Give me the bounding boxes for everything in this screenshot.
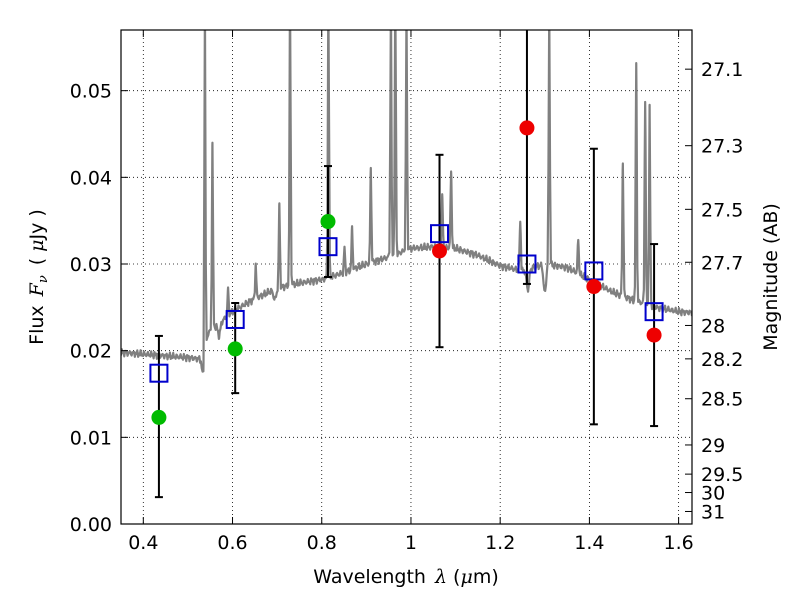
y-tick-label: 0.01 — [70, 427, 112, 449]
x-axis-label-unit-mu: μ — [460, 566, 472, 588]
y-tick-label: 0.02 — [70, 341, 112, 363]
y2-tick-label: 29.5 — [701, 464, 743, 486]
green-data-point — [151, 409, 167, 425]
y2-tick-label: 28.2 — [701, 349, 743, 371]
y-axis-label: Flux Fν ( μJy ) — [26, 209, 51, 345]
x-tick-label: 1.6 — [664, 532, 694, 554]
ticks-layer: 0.4 0.6 0.8 1 1.2 1.4 1.6 0.00 0.01 0.02 0.03 0.04 0… — [70, 30, 743, 554]
green-data-point — [320, 214, 336, 230]
x-tick-label: 0.6 — [217, 532, 247, 554]
x-tick-label: 1.2 — [485, 532, 515, 554]
y2-tick-label: 27.5 — [701, 199, 743, 221]
spectrum-layer — [121, 30, 692, 373]
x-tick-label: 1.4 — [574, 532, 604, 554]
y-tick-label: 0.03 — [70, 254, 112, 276]
y-tick-label: 0.05 — [70, 81, 112, 103]
y2-tick-label: 27.1 — [701, 59, 743, 81]
model-square-point — [318, 237, 338, 257]
labels-layer: Wavelength λ (μm) FluxFν(μJy ) Magnitude (… — [26, 203, 782, 588]
y2-tick-label: 29 — [701, 435, 725, 457]
y2-tick-label: 27.3 — [701, 136, 743, 158]
y-axis-label-unit-open: ( — [26, 258, 48, 265]
model-square-point — [517, 254, 537, 274]
y-axis-label-symbol: F — [26, 282, 48, 297]
red-data-point — [586, 279, 602, 295]
y-axis-label-unit-mu: μ — [26, 239, 48, 251]
x-axis-label-unit-open: ( — [453, 566, 460, 588]
x-tick-label: 1 — [405, 532, 417, 554]
red-data-point — [432, 243, 448, 259]
spectrum-line — [121, 30, 692, 373]
y2-tick-label: 28 — [701, 315, 725, 337]
red-data-point — [519, 120, 535, 136]
model-square-point — [430, 224, 450, 244]
y-tick-label: 0.00 — [70, 514, 112, 536]
y-axis-label-subscript: ν — [36, 275, 51, 283]
y2-tick-label: 30 — [701, 483, 725, 505]
x-axis-label-text: Wavelength — [313, 566, 426, 588]
model-square-point — [149, 363, 169, 383]
model-square-point — [644, 302, 664, 322]
y2-tick-label: 31 — [701, 501, 725, 523]
y-axis-label-text: Flux — [26, 305, 48, 345]
x-axis-label-symbol: λ — [434, 566, 447, 588]
x-tick-label: 0.4 — [128, 532, 158, 554]
plot-frame — [120, 29, 693, 525]
x-axis-label: Wavelength λ (μm) — [313, 566, 498, 588]
y-tick-label: 0.04 — [70, 167, 112, 189]
model-square-point — [225, 309, 245, 329]
x-tick-label: 0.8 — [307, 532, 337, 554]
red-data-point — [646, 327, 662, 343]
green-data-point — [227, 341, 243, 357]
points-layer — [149, 30, 664, 499]
y-axis-label-unit-rest: Jy ) — [26, 209, 48, 240]
x-axis-label-unit-rest: m) — [473, 566, 499, 588]
y2-axis-label: Magnitude (AB) — [760, 203, 782, 351]
y2-tick-label: 28.5 — [701, 389, 743, 411]
y2-tick-label: 27.7 — [701, 252, 743, 274]
